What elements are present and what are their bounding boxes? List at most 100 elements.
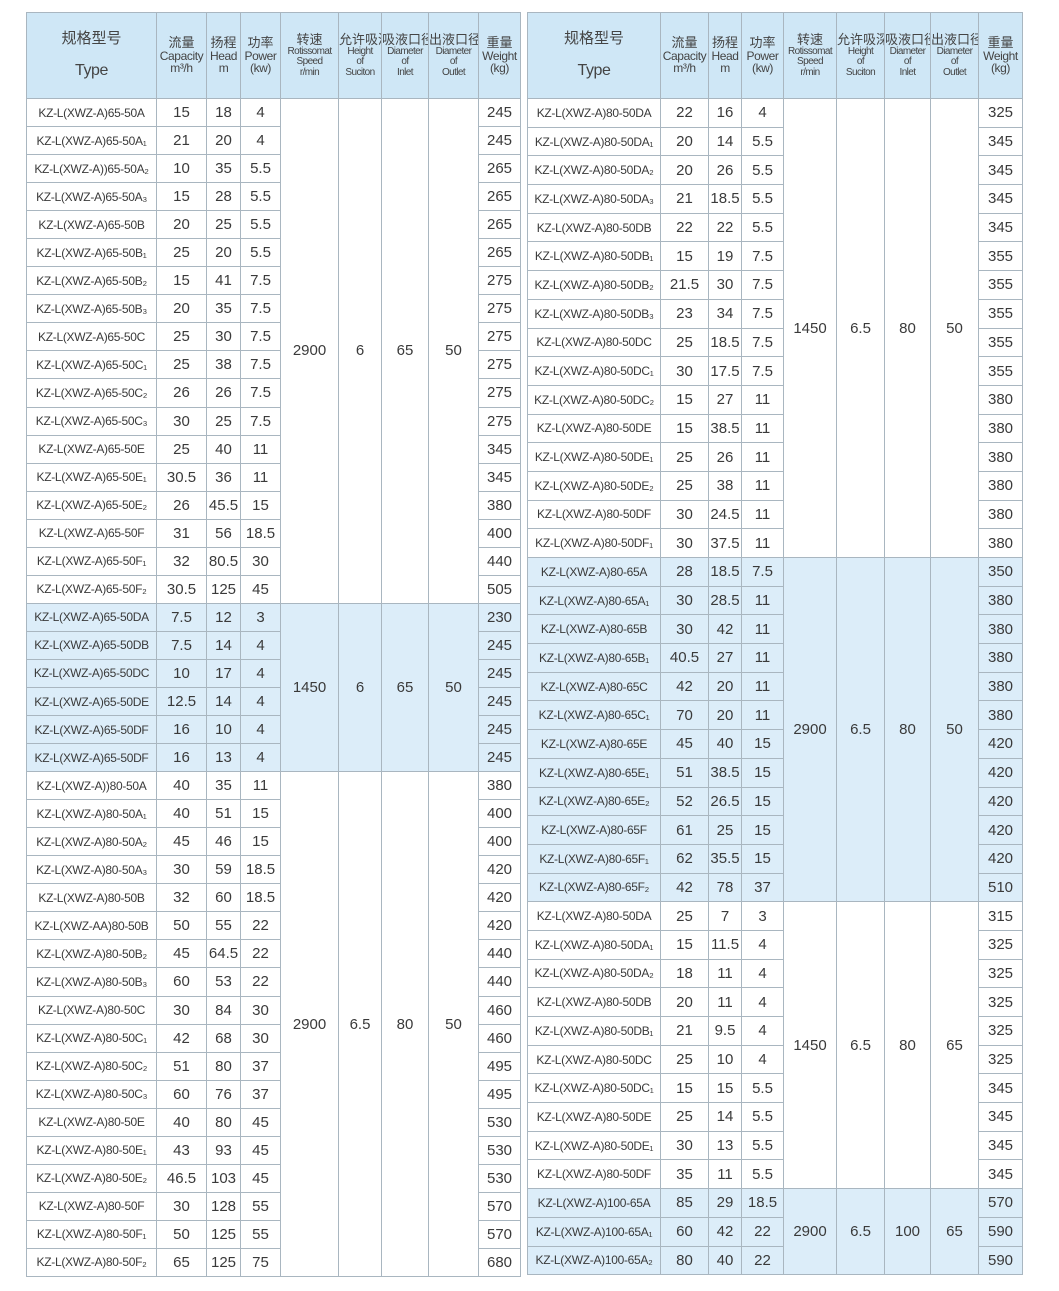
weight-cell: 590 [978,1216,1023,1247]
table-row: KZ-L(XWZ-A)65-50F 31 56 18.5 400 [26,518,521,548]
table-row: KZ-L(XWZ-A)80-50B₂ 45 64.5 22 440 [26,939,521,969]
table-row: KZ-L(XWZ-A)65-50B₁ 25 20 5.5 265 [26,238,521,268]
power-cell: 30 [240,995,281,1025]
type-cell: KZ-L(XWZ-A)80-50DA [527,98,661,128]
inlet-cell: 65 [381,98,429,604]
power-cell: 11 [240,771,281,801]
power-cell: 45 [240,574,281,604]
weight-cell: 345 [978,1102,1023,1132]
table-row: KZ-L(XWZ-A)80-50C₂ 51 80 37 495 [26,1051,521,1081]
power-cell: 5.5 [741,1102,784,1132]
power-cell: 22 [240,939,281,969]
suction-cell: 6.5 [836,1188,885,1276]
head-cell: 38 [206,350,241,380]
head-cell: 93 [206,1135,241,1165]
head-cell: 16 [708,98,742,128]
table-row: KZ-L(XWZ-A)80-50DB₁ 15 19 7.5 355 [527,241,1023,272]
header-en-label: Power [746,48,779,63]
table-row: KZ-L(XWZ-A)80-50A₁ 40 51 15 400 [26,799,521,829]
table-row: KZ-L(XWZ-A))65-50A₂ 10 35 5.5 265 [26,154,521,184]
head-cell: 80 [206,1051,241,1081]
capacity-cell: 50 [156,1219,207,1249]
power-cell: 4 [240,126,281,156]
table-row: KZ-L(XWZ-A)80-50DF 35 11 5.5 345 [527,1159,1023,1190]
type-cell: KZ-L(XWZ-A)80-50DB [527,212,661,243]
power-cell: 11 [741,700,784,731]
power-cell: 11 [741,614,784,645]
capacity-cell: 15 [660,929,709,960]
head-cell: 27 [708,384,742,415]
weight-cell: 380 [978,671,1023,702]
header-cn-label: 规格型号 [61,30,122,48]
weight-cell: 245 [478,126,521,156]
head-cell: 11.5 [708,929,742,960]
suction-cell: 6.5 [836,98,885,558]
head-cell: 30 [206,322,241,352]
head-cell: 29 [708,1188,742,1218]
head-cell: 15 [708,1073,742,1104]
head-cell: 19 [708,241,742,272]
head-cell: 25 [708,815,742,845]
type-cell: KZ-L(XWZ-A)65-50C₁ [26,350,157,380]
table-row: KZ-L(XWZ-A)80-50DA₁ 20 14 5.5 345 [527,126,1023,157]
type-cell: KZ-L(XWZ-A)80-65B [527,614,661,645]
table-row: KZ-L(XWZ-A)65-50DF 16 13 4 245 [26,743,521,773]
capacity-cell: 43 [156,1135,207,1165]
type-cell: KZ-L(XWZ-A)80-65C₁ [527,700,661,731]
weight-cell: 380 [978,384,1023,415]
table-row: KZ-L(XWZ-A)80-65E 45 40 15 420 [527,729,1023,759]
type-cell: KZ-L(XWZ-A)80-50DA [527,901,661,931]
table-row: KZ-L(XWZ-A)65-50E 25 40 11 345 [26,434,521,464]
power-cell: 7.5 [741,270,784,300]
header-outlet-diameter: 出液口径 Diameter of Outlet [930,12,979,99]
capacity-cell: 45 [660,729,709,759]
header-en-label: Rotissomat [787,45,833,57]
head-cell: 38.5 [708,413,742,444]
head-cell: 68 [206,1023,241,1053]
weight-cell: 380 [978,614,1023,645]
head-cell: 14 [206,630,241,660]
table-row: KZ-L(XWZ-A)80-50DE 25 14 5.5 345 [527,1102,1023,1132]
header-row: 规格型号 Type 流量 Capacity m³/h 扬程 Head m 功率 Power (kw)… [527,12,1023,99]
power-cell: 15 [741,843,784,874]
capacity-cell: 40 [156,771,207,801]
speed-cell: 2900 [280,98,339,604]
table-row: KZ-L(XWZ-A)80-50E₂ 46.5 103 45 530 [26,1163,521,1193]
type-cell: KZ-L(XWZ-A)65-50F₂ [26,574,157,604]
weight-cell: 440 [478,967,521,997]
weight-cell: 680 [478,1247,521,1277]
inlet-cell: 80 [381,771,429,1277]
weight-cell: 420 [978,757,1023,788]
header-en-label: Outlet [942,66,967,78]
table-row: KZ-L(XWZ-A)65-50B₃ 20 35 7.5 275 [26,294,521,324]
type-cell: KZ-L(XWZ-A)80-50DC₁ [527,1073,661,1104]
speed-cell: 1450 [280,602,339,773]
weight-cell: 275 [478,378,521,408]
capacity-cell: 60 [660,1216,709,1247]
head-cell: 36 [206,462,241,492]
weight-cell: 275 [478,406,521,436]
header-en-label: Height [847,45,874,57]
table-row: KZ-L(XWZ-A)80-50DF₁ 30 37.5 11 380 [527,528,1023,558]
head-cell: 17.5 [708,356,742,386]
inlet-cell: 65 [381,602,429,773]
weight-cell: 345 [978,155,1023,186]
weight-cell: 275 [478,294,521,324]
header-en-label: of [401,56,409,68]
table-row: KZ-L(XWZ-A)65-50C₃ 30 25 7.5 275 [26,406,521,436]
header-capacity: 流量 Capacity m³/h [156,12,207,99]
header-cn-label: 流量 [671,35,698,51]
outlet-cell: 50 [428,602,479,773]
capacity-cell: 40.5 [660,643,709,673]
table-row: KZ-L(XWZ-A)65-50A 15 18 4 2900 6 65 50 245 [26,97,521,604]
header-en-label: Outlet [441,66,466,78]
speed-cell: 2900 [783,556,837,903]
head-cell: 51 [206,799,241,829]
type-cell: KZ-L(XWZ-A)80-65E₂ [527,786,661,817]
table-row: KZ-L(XWZ-A)80-65C₁ 70 20 11 380 [527,700,1023,731]
header-power: 功率 Power (kw) [741,12,784,99]
type-cell: KZ-L(XWZ-A)80-50DC [527,327,661,358]
power-cell: 18.5 [741,1188,784,1218]
table-row: KZ-L(XWZ-A)80-50A₃ 30 59 18.5 420 [26,855,521,885]
weight-cell: 495 [478,1051,521,1081]
